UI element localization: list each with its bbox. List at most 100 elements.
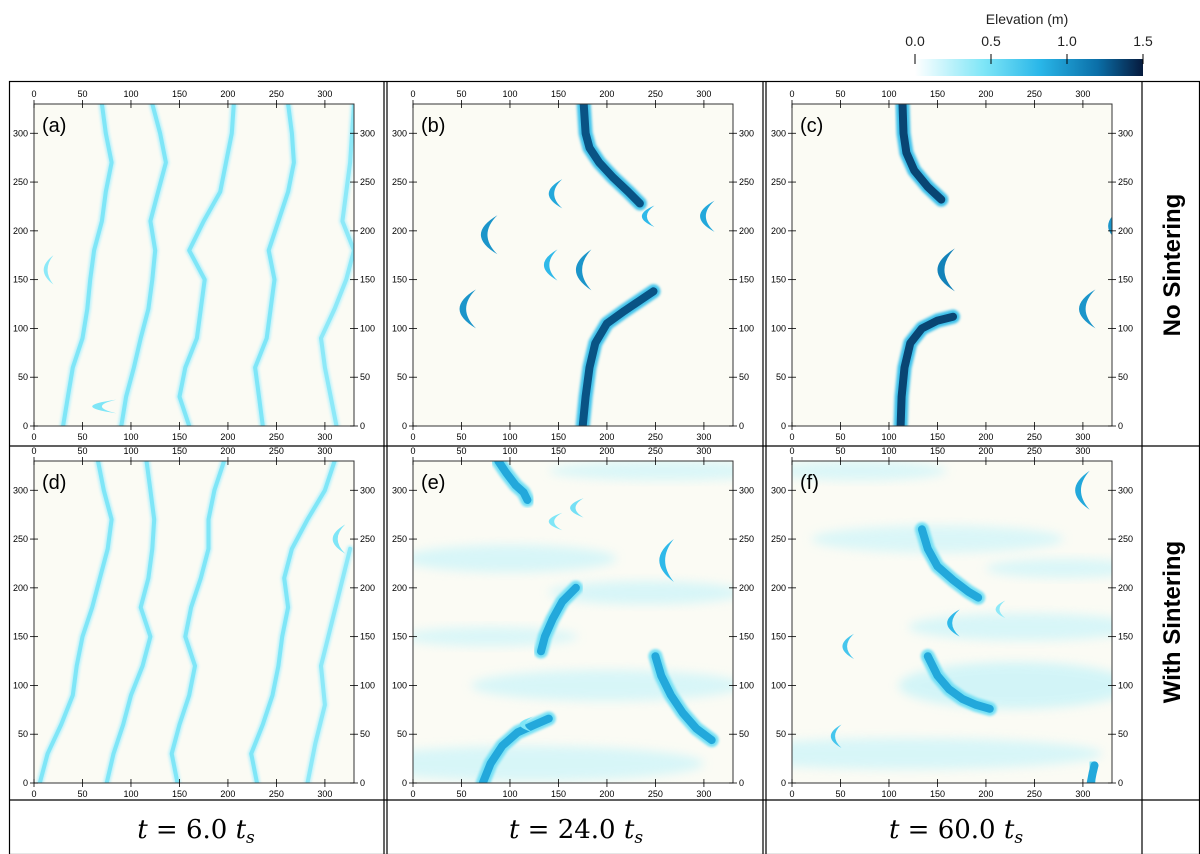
x-tick-label: 300 xyxy=(1075,89,1090,99)
panel-label: (a) xyxy=(42,115,66,137)
haze-region xyxy=(413,745,704,782)
x-tick-label: 200 xyxy=(220,432,235,442)
x-tick-label: 200 xyxy=(220,89,235,99)
plot-border xyxy=(412,460,734,784)
colorbar-gradient xyxy=(915,59,1143,76)
plot-border xyxy=(791,103,1113,427)
barchan-dune xyxy=(575,249,592,291)
dune-ridge xyxy=(537,583,580,656)
x-tick-label: 300 xyxy=(317,89,332,99)
y-tick-label: 0 xyxy=(402,421,407,431)
x-tick-label: 250 xyxy=(648,789,663,799)
y-tick-label: 100 xyxy=(1118,323,1133,333)
y-tick-label: 100 xyxy=(392,323,407,333)
x-tick-label: 200 xyxy=(220,789,235,799)
haze-region xyxy=(792,461,948,481)
y-tick-label: 50 xyxy=(397,372,407,382)
barchan-dune xyxy=(43,255,54,285)
barchan-dune xyxy=(700,200,715,232)
row-label-with-sintering: With Sintering xyxy=(1159,541,1186,703)
dune-ridge xyxy=(578,287,658,426)
dune-ridge xyxy=(319,104,354,426)
y-tick-label: 200 xyxy=(739,226,754,236)
x-tick-label: 300 xyxy=(1075,789,1090,799)
y-tick-label: 250 xyxy=(13,177,28,187)
dune-ridge xyxy=(896,312,957,426)
x-tick-label: 250 xyxy=(269,432,284,442)
x-tick-label: 0 xyxy=(789,89,794,99)
y-tick-label: 200 xyxy=(1118,583,1133,593)
y-tick-label: 200 xyxy=(739,583,754,593)
y-tick-label: 50 xyxy=(18,729,28,739)
y-tick-label: 0 xyxy=(781,778,786,788)
x-tick-label: 200 xyxy=(599,446,614,456)
y-tick-label: 0 xyxy=(402,778,407,788)
panel-label: (c) xyxy=(800,115,823,137)
plot-content xyxy=(413,461,733,783)
y-tick-label: 250 xyxy=(360,177,375,187)
barchan-dune xyxy=(1079,289,1096,329)
barchan-dune xyxy=(641,205,655,227)
y-tick-label: 250 xyxy=(392,534,407,544)
y-tick-label: 150 xyxy=(739,275,754,285)
x-tick-label: 150 xyxy=(930,789,945,799)
dune-ridge xyxy=(169,461,227,783)
haze-region xyxy=(413,544,617,573)
y-tick-label: 300 xyxy=(13,128,28,138)
barchan-dune xyxy=(995,600,1006,619)
dune-ridge xyxy=(1086,761,1099,783)
haze-region xyxy=(548,461,733,481)
panel-label: (d) xyxy=(42,472,66,494)
haze-region xyxy=(908,613,1112,641)
x-tick-label: 100 xyxy=(502,446,517,456)
dune-ridge xyxy=(579,104,644,208)
dune-ridge xyxy=(917,525,983,602)
y-tick-label: 300 xyxy=(360,128,375,138)
colorbar: Elevation (m) 0.0 0.5 1.0 1.5 xyxy=(905,11,1153,76)
y-tick-label: 0 xyxy=(1118,421,1123,431)
y-tick-label: 200 xyxy=(392,226,407,236)
x-tick-label: 0 xyxy=(789,432,794,442)
y-tick-label: 200 xyxy=(1118,226,1133,236)
y-tick-label: 150 xyxy=(13,632,28,642)
barchan-dune xyxy=(362,554,375,583)
y-tick-label: 100 xyxy=(360,680,375,690)
y-tick-label: 0 xyxy=(739,778,744,788)
x-tick-label: 0 xyxy=(31,432,36,442)
barchan-dune xyxy=(548,179,563,209)
x-tick-label: 100 xyxy=(881,89,896,99)
y-tick-label: 250 xyxy=(771,177,786,187)
y-tick-label: 300 xyxy=(739,128,754,138)
y-tick-label: 50 xyxy=(18,372,28,382)
x-tick-label: 250 xyxy=(1027,432,1042,442)
haze-region xyxy=(548,581,733,605)
x-tick-label: 0 xyxy=(789,789,794,799)
y-tick-label: 300 xyxy=(771,485,786,495)
y-tick-label: 0 xyxy=(23,421,28,431)
x-tick-label: 100 xyxy=(502,789,517,799)
x-tick-label: 150 xyxy=(551,446,566,456)
barchan-dune xyxy=(937,248,955,292)
y-tick-label: 300 xyxy=(771,128,786,138)
y-tick-label: 250 xyxy=(1118,177,1133,187)
dune-ridge xyxy=(478,714,553,783)
y-tick-label: 200 xyxy=(13,226,28,236)
x-tick-label: 250 xyxy=(648,89,663,99)
x-tick-label: 300 xyxy=(317,789,332,799)
y-tick-label: 50 xyxy=(397,729,407,739)
y-tick-label: 50 xyxy=(360,372,370,382)
x-tick-label: 100 xyxy=(881,446,896,456)
x-tick-label: 300 xyxy=(317,446,332,456)
y-tick-label: 250 xyxy=(392,177,407,187)
x-tick-label: 50 xyxy=(77,89,87,99)
barchan-dune xyxy=(459,289,477,329)
y-tick-label: 100 xyxy=(360,323,375,333)
panel-label: (b) xyxy=(421,115,445,137)
y-tick-label: 300 xyxy=(1118,128,1133,138)
time-label: t = 6.0 ts xyxy=(137,815,255,848)
dune-ridge xyxy=(104,461,157,783)
x-tick-label: 50 xyxy=(835,789,845,799)
x-tick-label: 150 xyxy=(172,89,187,99)
